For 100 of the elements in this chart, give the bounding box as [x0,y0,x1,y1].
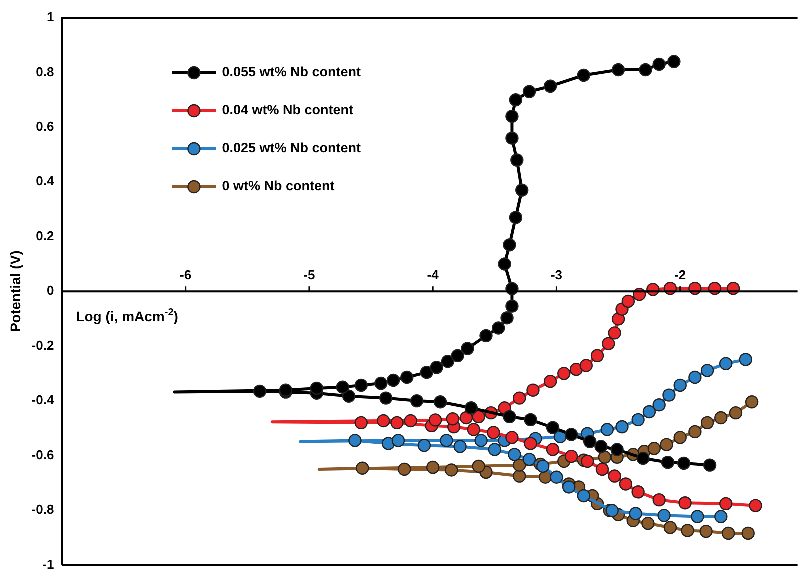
point [464,402,478,415]
y-tick-label: -0.2 [32,338,54,353]
point [608,470,622,483]
x-tick-label: -2 [674,268,686,283]
x-tick-label: -6 [180,268,192,283]
point [632,413,645,427]
y-axis-title: Potential (V) [7,250,24,332]
point [513,458,526,472]
point [451,349,464,362]
y-tick-label: 1 [46,10,54,25]
point [581,454,594,468]
point [661,456,675,470]
point [336,380,350,394]
y-tick-label: 0.2 [36,228,54,244]
point [642,405,656,419]
point [440,434,454,448]
point [662,388,676,402]
legend-label: 0.025 wt% Nb content [222,140,362,156]
point [664,521,678,534]
point [745,396,759,409]
y-tick-label: -1 [42,556,54,572]
point [445,464,458,477]
x-tick-label: -5 [304,268,316,283]
point [677,456,691,470]
point [580,359,593,372]
point [441,355,455,368]
point [742,526,755,540]
point [729,406,743,420]
point [506,110,519,124]
point [749,499,762,512]
point [472,410,486,424]
point [342,390,356,403]
point [356,462,370,475]
point [594,440,608,454]
point [516,184,529,197]
point [500,312,514,325]
y-tick-label: 0.6 [36,119,54,134]
point [354,378,368,392]
y-tick-label: -0.6 [32,447,54,462]
point [509,93,523,107]
point [719,497,733,511]
point [400,370,414,384]
point [426,460,440,474]
y-tick-label: -0.4 [32,392,55,408]
point [636,452,650,466]
point [487,426,500,440]
y-tick-label: -0.8 [32,502,54,518]
point [590,349,604,362]
point [522,85,536,98]
point [681,524,694,538]
point [562,480,576,494]
x-tick-label: -3 [550,268,563,283]
point [503,238,516,252]
x-tick-label: -4 [427,268,440,283]
point [474,434,488,448]
point [600,423,614,436]
point [598,450,612,464]
point [558,367,571,380]
point [354,416,368,430]
point [544,375,558,388]
point [446,412,460,426]
point [678,496,692,510]
point [382,437,396,450]
point [398,462,412,476]
point [524,437,538,450]
point [546,421,560,434]
point [612,312,626,326]
point [348,434,362,448]
point [390,416,404,430]
point [577,68,591,82]
point [503,410,516,424]
point [652,58,666,72]
point [608,326,622,340]
point [526,384,540,397]
y-tick-label: 0.8 [36,64,54,80]
point [461,342,474,356]
point [668,55,681,68]
point [596,462,610,476]
point [629,507,642,520]
point [480,329,493,343]
point [674,431,687,444]
point [374,376,388,390]
point [714,411,728,425]
point [660,438,674,452]
point [506,132,519,145]
point [508,448,522,462]
point [418,439,432,452]
point [386,374,400,388]
point [612,63,626,77]
point [513,392,526,405]
y-tick-label: 0.4 [36,174,55,189]
point [610,443,624,456]
point [428,414,442,427]
point [691,510,704,524]
legend-label: 0.055 wt% Nb content [222,64,362,80]
point [719,357,733,370]
point [642,517,655,530]
point [674,378,687,392]
point [648,442,661,456]
point [652,398,666,412]
